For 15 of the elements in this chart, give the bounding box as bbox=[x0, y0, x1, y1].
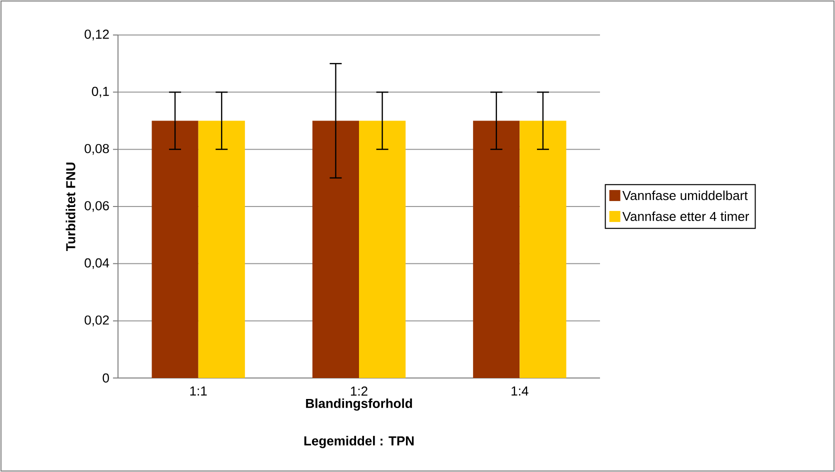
y-tick-label: 0 bbox=[102, 373, 109, 383]
y-tick-label: 0,02 bbox=[84, 315, 109, 326]
x-axis-title: Blandingsforhold bbox=[306, 398, 412, 411]
y-tick-label: 0,04 bbox=[84, 258, 110, 270]
y-tick-label: 0,1 bbox=[92, 86, 109, 98]
x-tick-label: 1:4 bbox=[512, 386, 528, 396]
y-tick-label: 0,06 bbox=[84, 201, 109, 212]
x-tick-label: 1:1 bbox=[190, 386, 207, 396]
y-axis-title: Turbiditet FNU bbox=[66, 162, 76, 252]
legend-label: Vannfase umiddelbart bbox=[622, 190, 748, 200]
y-tick-label: 0,08 bbox=[84, 144, 109, 155]
legend-label: Vannfase etter 4 timer bbox=[622, 211, 750, 222]
x-tick-label: 1:2 bbox=[350, 386, 368, 396]
y-tick-label: 0,12 bbox=[84, 30, 109, 40]
text: Legemiddel : TPN bbox=[304, 436, 414, 448]
